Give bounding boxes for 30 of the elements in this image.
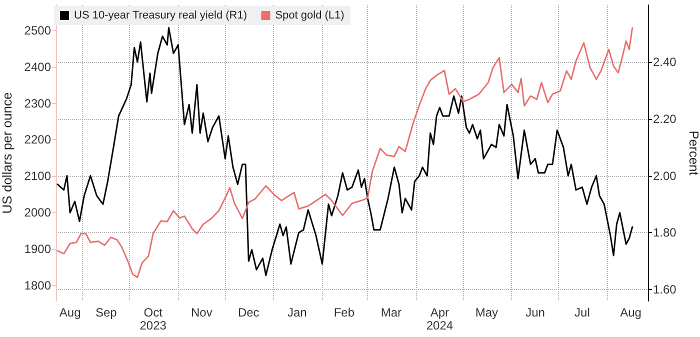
x-tick-label: Oct 2023: [140, 306, 167, 332]
x-tick-label: Nov: [190, 306, 212, 320]
x-tick-label: Aug: [59, 306, 81, 320]
y2-tick-label: 2.20: [653, 112, 677, 126]
x-tick-label: Jul: [574, 306, 590, 320]
x-tick-label: Aug: [620, 306, 642, 320]
y2-tick-label: 2.40: [653, 54, 677, 69]
legend-label: US 10-year Treasury real yield (R1): [74, 10, 248, 22]
y2-tick-label: 1.60: [653, 282, 677, 297]
x-tick-label: Feb: [334, 306, 355, 320]
y-axis-title: US dollars per ounce: [0, 92, 14, 214]
x-tick-label: Dec: [238, 306, 260, 320]
y2-axis-title: Percent: [686, 130, 700, 176]
legend-label: Spot gold (L1): [275, 10, 344, 22]
y2-tick-label: 1.80: [653, 226, 677, 240]
y-tick-label: 2500: [24, 23, 52, 38]
x-tick-label: Jun: [526, 306, 545, 320]
x-tick-label: Mar: [380, 306, 402, 320]
y-tick-label: 2200: [24, 132, 52, 147]
y-tick-label: 2300: [24, 96, 52, 110]
y-tick-label: 1900: [24, 242, 52, 256]
y-tick-label: 2000: [24, 206, 52, 220]
y-tick-label: 2100: [24, 169, 52, 184]
y-tick-label: 1800: [24, 278, 52, 292]
y2-tick-label: 2.00: [653, 168, 677, 183]
x-tick-label: Jan: [288, 306, 307, 320]
x-tick-label: Apr 2024: [426, 306, 454, 332]
x-tick-label: Sep: [95, 306, 118, 320]
y-tick-label: 2400: [24, 60, 52, 74]
x-tick-label: May: [475, 306, 498, 320]
